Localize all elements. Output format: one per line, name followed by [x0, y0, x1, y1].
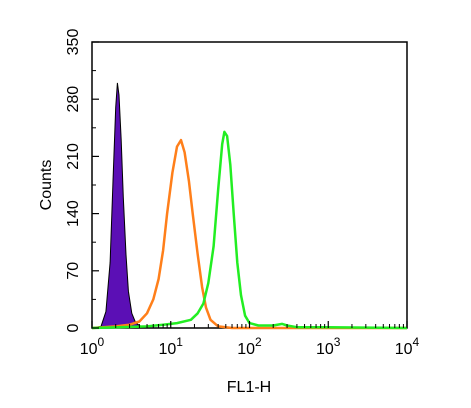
y-tick-label: 70 [65, 262, 82, 280]
y-tick-label: 350 [65, 29, 82, 56]
y-tick-label: 0 [65, 323, 82, 332]
series-layer [91, 82, 408, 330]
x-tick-label: 102 [237, 335, 262, 358]
x-tick-label: 104 [395, 335, 420, 358]
y-tick-label: 210 [65, 143, 82, 170]
series-3-line [91, 130, 408, 330]
plot-frame [91, 41, 408, 329]
x-axis-label: FL1-H [227, 379, 271, 396]
x-tick-label: 101 [159, 335, 184, 358]
series-2-line [91, 138, 407, 330]
y-tick-label: 140 [65, 200, 82, 227]
axes-layer: 100 101 102 103 104 0 70 140 210 280 350 [65, 29, 420, 358]
y-tick-label: 280 [65, 86, 82, 113]
y-axis-label: Counts [38, 160, 55, 211]
x-tick-label: 103 [316, 335, 341, 358]
x-tick-label: 100 [80, 335, 105, 358]
series-1-area [91, 82, 148, 329]
